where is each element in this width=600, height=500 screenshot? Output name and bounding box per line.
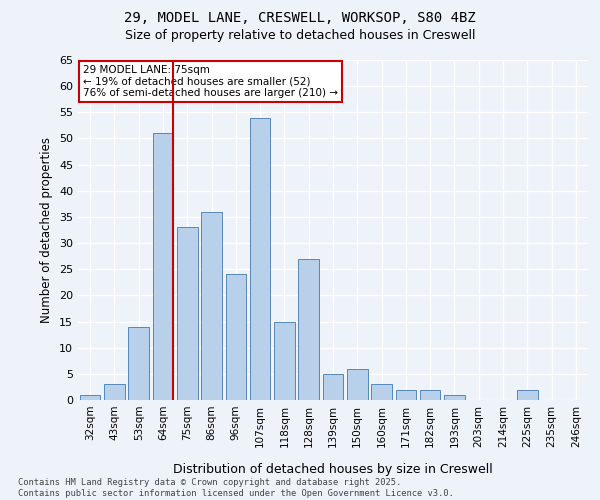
- Bar: [371, 384, 392, 400]
- Bar: [274, 322, 295, 400]
- Bar: [104, 384, 125, 400]
- Bar: [128, 327, 149, 400]
- Bar: [80, 395, 100, 400]
- Bar: [444, 395, 465, 400]
- Bar: [395, 390, 416, 400]
- Bar: [323, 374, 343, 400]
- Bar: [347, 368, 368, 400]
- Y-axis label: Number of detached properties: Number of detached properties: [40, 137, 53, 323]
- Text: 29 MODEL LANE: 75sqm
← 19% of detached houses are smaller (52)
76% of semi-detac: 29 MODEL LANE: 75sqm ← 19% of detached h…: [83, 65, 338, 98]
- Text: 29, MODEL LANE, CRESWELL, WORKSOP, S80 4BZ: 29, MODEL LANE, CRESWELL, WORKSOP, S80 4…: [124, 11, 476, 25]
- Bar: [517, 390, 538, 400]
- Text: Size of property relative to detached houses in Creswell: Size of property relative to detached ho…: [125, 29, 475, 42]
- Text: Contains HM Land Registry data © Crown copyright and database right 2025.
Contai: Contains HM Land Registry data © Crown c…: [18, 478, 454, 498]
- Bar: [250, 118, 271, 400]
- Bar: [201, 212, 222, 400]
- Bar: [177, 228, 197, 400]
- Bar: [298, 259, 319, 400]
- Bar: [152, 133, 173, 400]
- Text: Distribution of detached houses by size in Creswell: Distribution of detached houses by size …: [173, 462, 493, 475]
- Bar: [226, 274, 246, 400]
- Bar: [420, 390, 440, 400]
